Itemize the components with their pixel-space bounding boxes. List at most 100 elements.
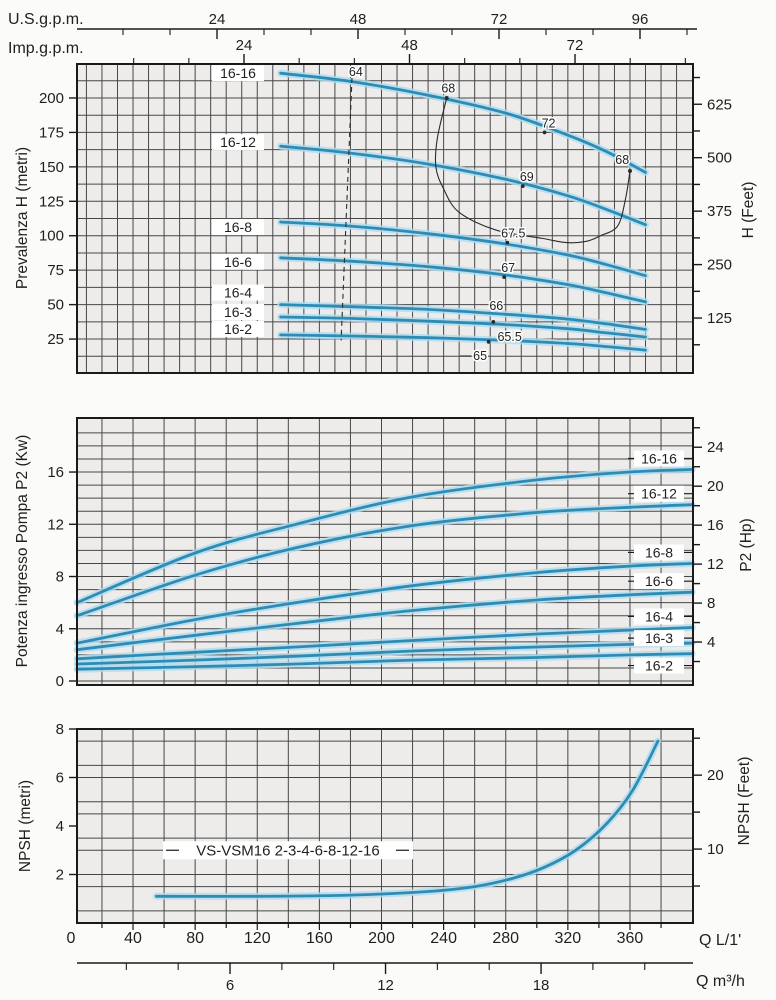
efficiency-dot-69 xyxy=(520,184,525,189)
l1-tick-label: 280 xyxy=(492,930,519,947)
l1-tick-label: 120 xyxy=(244,930,271,947)
series-label-16-16: 16-16 xyxy=(220,65,256,81)
efficiency-dot-65.5 xyxy=(486,339,491,344)
npsh-model-annotation: VS-VSM16 2-3-4-6-8-12-16 xyxy=(196,842,379,859)
power-ytick-right-label: 8 xyxy=(707,595,715,612)
head-ytick-right-label: 250 xyxy=(707,257,732,274)
head-ytick-left-label: 125 xyxy=(39,193,64,210)
series-label-box xyxy=(634,608,684,625)
curve-16-12 xyxy=(279,144,647,227)
m3h-tick-label: 6 xyxy=(226,977,234,994)
usgpm-tick-label: 72 xyxy=(491,11,508,28)
efficiency-label-68: 68 xyxy=(441,81,455,95)
l1-tick-label: 160 xyxy=(306,930,333,947)
series-label-16-6: 16-6 xyxy=(645,573,673,589)
power-ytick-left-label: 8 xyxy=(56,569,64,586)
series-label-16-2: 16-2 xyxy=(224,321,252,337)
impgpm-axis-title: Imp.g.p.m. xyxy=(8,40,84,57)
head-ytick-left-label: 175 xyxy=(39,124,64,141)
l1-tick-label: 240 xyxy=(430,930,457,947)
series-label-16-3: 16-3 xyxy=(224,304,252,320)
usgpm-tick-label: 24 xyxy=(209,11,226,28)
series-label-box xyxy=(212,284,264,301)
series-label-16-3: 16-3 xyxy=(645,630,673,646)
power-ytick-left-label: 12 xyxy=(47,516,64,533)
series-label-box xyxy=(634,485,684,502)
efficiency-label-65.5: 65.5 xyxy=(497,330,521,344)
efficiency-label-67: 67 xyxy=(501,261,515,275)
series-label-16-6: 16-6 xyxy=(224,254,252,270)
series-label-box xyxy=(634,573,684,590)
series-label-16-12: 16-12 xyxy=(220,134,256,150)
power-plot-frame xyxy=(76,417,694,686)
efficiency-label-66: 66 xyxy=(489,299,503,313)
head-ytick-right-label: 625 xyxy=(707,96,732,113)
impgpm-tick-label: 48 xyxy=(401,37,418,54)
head-series-labels: 16-16 16-12 16-8 16-6 16-4 16-316-2 xyxy=(212,65,264,337)
npsh-ytick-left-label: 6 xyxy=(56,770,64,787)
head-ytick-left-label: 50 xyxy=(47,297,64,314)
curve-16-2 xyxy=(75,652,694,671)
power-left-axis-title: Potenza ingresso Pompa P2 (Kw) xyxy=(14,435,31,668)
m3h-tick-label: 12 xyxy=(377,977,394,994)
head-ytick-left-label: 200 xyxy=(39,90,64,107)
l1-tick-label: 360 xyxy=(617,930,644,947)
efficiency-dot-68 xyxy=(444,95,449,100)
series-label-box xyxy=(212,253,264,270)
series-label-16-8: 16-8 xyxy=(224,219,252,235)
curve-16-16 xyxy=(75,468,694,604)
chart-generated-content: 2550751001251501752001252503755006250481… xyxy=(39,11,732,994)
curve-16-4 xyxy=(279,303,647,331)
npsh-chart: 2 4 6 8 10 20 xyxy=(56,721,724,924)
npsh-right-axis-title: NPSH (Feet) xyxy=(736,757,753,846)
power-ytick-left-label: 16 xyxy=(47,464,64,481)
head-ytick-left-label: 75 xyxy=(47,262,64,279)
series-label-16-4: 16-4 xyxy=(224,285,252,301)
impgpm-tick-label: 72 xyxy=(567,37,584,54)
series-label-16-2: 16-2 xyxy=(645,658,673,674)
power-series-labels: 16-16 16-12 16-8 16-6 16-4 16-3 16-2 xyxy=(628,450,692,674)
impgpm-axis: 24 48 72 xyxy=(133,37,686,64)
npsh-annotation-box xyxy=(163,841,413,860)
efficiency-contour-64 xyxy=(340,77,353,341)
curve-16-3 xyxy=(75,641,694,666)
power-ytick-right-label: 20 xyxy=(707,478,724,495)
head-plot-frame xyxy=(76,63,694,374)
power-right-axis-title: P2 (Hp) xyxy=(738,518,755,571)
curve-16-8 xyxy=(279,220,647,278)
efficiency-label-72: 72 xyxy=(542,116,556,130)
head-chart: 25 50 75 100 125 150 175 200 125 250 375 500 625 xyxy=(39,63,732,374)
curve-16-6 xyxy=(75,590,694,652)
power-ytick-left-label: 0 xyxy=(56,673,64,690)
series-label-box xyxy=(212,320,264,337)
power-ytick-right-label: 12 xyxy=(707,556,724,573)
head-left-axis-title: Prevalenza H (metri) xyxy=(14,147,31,289)
head-right-axis-title: H (Feet) xyxy=(740,182,757,239)
series-label-box xyxy=(212,218,264,235)
l1-tick-label: 80 xyxy=(186,930,204,947)
curve-16-3 xyxy=(279,315,647,339)
head-ytick-left-label: 25 xyxy=(47,331,64,348)
q-l1-axis-title: Q L/1' xyxy=(699,932,741,949)
npsh-ytick-right-label: 20 xyxy=(707,767,724,784)
head-ytick-right-label: 500 xyxy=(707,150,732,167)
series-label-box xyxy=(212,304,264,321)
head-ytick-right-label: 125 xyxy=(707,310,732,327)
npsh-left-axis-title: NPSH (metri) xyxy=(17,780,34,872)
efficiency-dot-66 xyxy=(491,319,496,324)
series-label-box xyxy=(634,544,684,561)
curve-16-6 xyxy=(279,256,647,304)
series-label-box xyxy=(634,450,684,467)
series-label-16-16: 16-16 xyxy=(641,450,677,466)
power-chart: 0 4 8 12 16 4 8 12 16 20 24 xyxy=(47,417,724,690)
curve-16-8 xyxy=(75,562,694,645)
curve-NPSH xyxy=(154,739,660,898)
efficiency-label-68: 68 xyxy=(615,153,629,167)
power-ytick-left-label: 4 xyxy=(56,621,64,638)
efficiency-dot-67 xyxy=(502,275,507,279)
series-label-16-12: 16-12 xyxy=(641,486,677,502)
series-label-box xyxy=(212,65,264,82)
m3h-tick-label: 18 xyxy=(533,977,550,994)
